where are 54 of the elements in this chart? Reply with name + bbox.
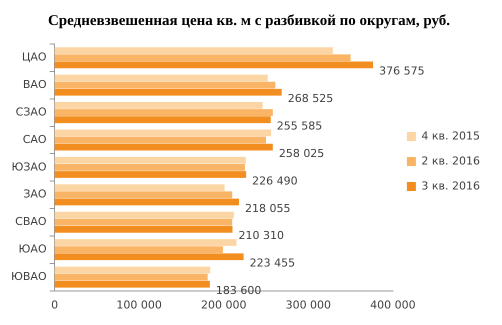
bar [54, 82, 276, 89]
bar [54, 74, 268, 82]
x-tick-label: 200 000 [201, 298, 246, 312]
bar [54, 109, 273, 116]
bar [54, 226, 232, 233]
bar [54, 102, 263, 109]
data-label: 210 310 [238, 229, 284, 242]
bar [54, 129, 272, 136]
bar [54, 191, 232, 198]
bar [54, 274, 208, 280]
bar [54, 61, 374, 68]
bar [54, 246, 223, 254]
bar [54, 266, 210, 274]
bar [54, 88, 282, 96]
data-label: 223 455 [250, 256, 296, 270]
y-tick-label: ЗАО [23, 188, 47, 201]
y-tick-label: ЮЗАО [11, 160, 47, 174]
data-label: 255 585 [276, 120, 322, 133]
x-tick-label: 100 000 [116, 298, 162, 312]
bar [54, 54, 351, 62]
y-tick-label: СВАО [15, 215, 47, 228]
legend-label: 2 кв. 2016 [421, 154, 480, 168]
bar [54, 164, 245, 171]
bar [54, 116, 271, 124]
x-tick-label: 0 [51, 298, 58, 312]
bar [54, 47, 333, 54]
bar [54, 280, 210, 288]
bar [54, 136, 266, 144]
data-label: 183 600 [216, 284, 262, 298]
data-label: 218 055 [245, 202, 291, 215]
x-tick-label: 300 000 [286, 298, 332, 312]
bar [54, 198, 240, 206]
chart-title: Средневзвешенная цена кв. м с разбивкой по округам, руб. [48, 12, 450, 29]
y-tick-label: ЮВАО [10, 270, 47, 283]
y-tick-label: СЗАО [16, 105, 47, 118]
bar [54, 212, 234, 218]
data-label: 376 575 [379, 64, 425, 78]
bar [54, 156, 246, 164]
bar [54, 218, 232, 226]
bar [54, 171, 246, 178]
data-label: 268 525 [288, 92, 334, 106]
y-tick-label: САО [22, 132, 47, 146]
bar [54, 253, 244, 260]
bar [54, 144, 273, 150]
bar [54, 239, 236, 246]
data-label: 258 025 [278, 146, 324, 160]
legend-label: 4 кв. 2015 [421, 129, 480, 142]
y-tick-label: ВАО [22, 78, 47, 91]
y-tick-label: ЮАО [18, 242, 47, 256]
x-tick-label: 400 000 [370, 298, 416, 312]
bar [54, 184, 225, 192]
y-tick-label: ЦАО [22, 50, 47, 64]
legend-label: 3 кв. 2016 [421, 179, 480, 192]
data-label: 226 490 [252, 174, 298, 188]
